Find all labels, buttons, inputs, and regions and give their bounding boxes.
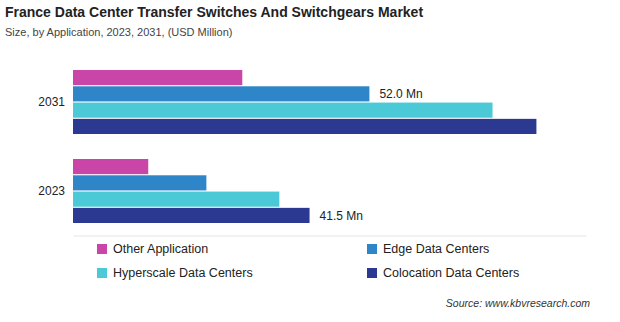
tick-label: 2023 [38, 184, 65, 198]
data-label: 41.5 Mn [320, 209, 363, 223]
source: Source: www.kbvresearch.com [446, 297, 590, 309]
bar [73, 208, 310, 223]
title: France Data Center Transfer Switches And… [5, 4, 423, 20]
legend: Other Application Edge Data Centers Hypers… [97, 242, 519, 280]
bar [73, 192, 279, 207]
tick-label: 2031 [38, 95, 65, 109]
data-label: 52.0 Mn [379, 87, 422, 101]
x-axis [74, 236, 587, 237]
legend-label: Edge Data Centers [383, 242, 489, 256]
bar [73, 86, 369, 101]
axis-line [74, 236, 587, 237]
legend-swatch [367, 268, 377, 278]
legend-label: Colocation Data Centers [383, 266, 519, 280]
legend-label: Other Application [113, 242, 208, 256]
bar [73, 103, 493, 118]
tick: 2023 [38, 184, 73, 198]
bar [73, 175, 206, 190]
bar [73, 119, 536, 134]
tick: 2031 [38, 95, 73, 109]
chart: France Data Center Transfer Switches And… [0, 0, 620, 322]
legend-label: Hyperscale Data Centers [113, 266, 253, 280]
legend-swatch [97, 244, 107, 254]
bar [73, 70, 242, 85]
legend-swatch [97, 268, 107, 278]
y-axis: 2031 2023 [38, 95, 73, 198]
bars [73, 70, 536, 223]
bar [73, 159, 148, 174]
legend-swatch [367, 244, 377, 254]
subtitle: Size, by Application, 2023, 2031, (USD M… [5, 26, 232, 38]
